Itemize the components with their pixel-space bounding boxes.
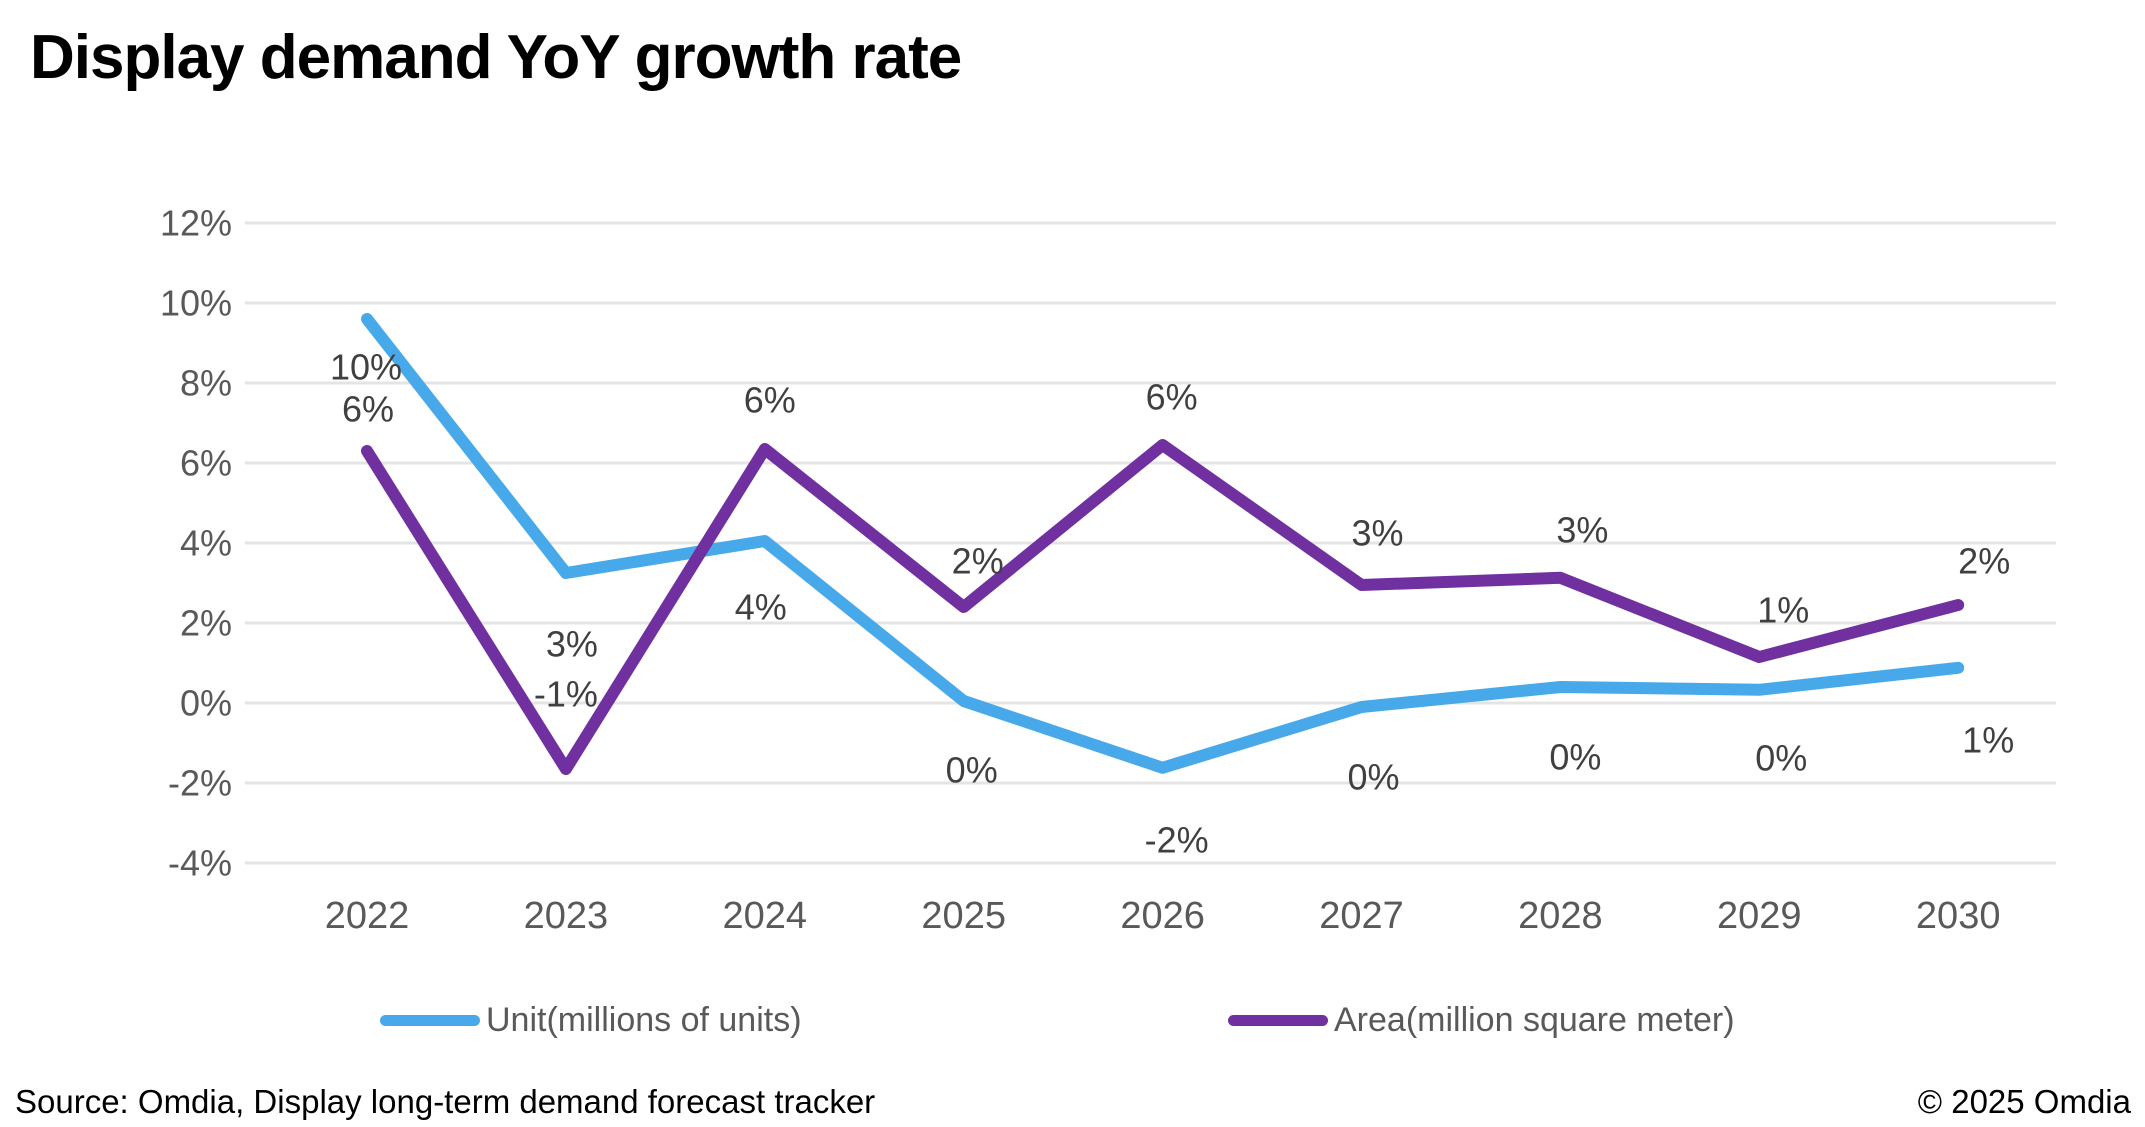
- data-label: 2%: [952, 541, 1004, 582]
- data-label: 0%: [1347, 757, 1399, 798]
- data-label: 3%: [1556, 509, 1608, 550]
- data-label: -1%: [534, 674, 598, 715]
- data-label: 0%: [1549, 737, 1601, 778]
- x-tick-label: 2023: [524, 895, 609, 937]
- y-tick-label: 4%: [180, 523, 232, 564]
- data-label: 4%: [735, 587, 787, 628]
- legend-item-area: Area(million square meter): [1228, 998, 1735, 1042]
- series-line-1: [361, 439, 1965, 775]
- x-tick-label: 2029: [1717, 895, 1802, 937]
- y-tick-label: -2%: [168, 763, 232, 804]
- y-tick-label: 8%: [180, 363, 232, 404]
- x-tick-label: 2028: [1518, 895, 1603, 937]
- data-label: 0%: [946, 750, 998, 791]
- x-tick-label: 2025: [921, 895, 1006, 937]
- data-label: 1%: [1962, 719, 2014, 760]
- data-label: 1%: [1757, 590, 1809, 631]
- data-label: 6%: [744, 380, 796, 421]
- legend-label-area: Area(million square meter): [1334, 1000, 1735, 1039]
- data-label: 10%: [330, 347, 402, 388]
- legend-swatch-area-icon: [1228, 1014, 1328, 1026]
- data-label: 6%: [342, 389, 394, 430]
- x-tick-label: 2027: [1319, 895, 1404, 937]
- y-tick-label: 2%: [180, 603, 232, 644]
- footer: Source: Omdia, Display long-term demand …: [15, 1083, 2131, 1121]
- x-tick-label: 2022: [325, 895, 410, 937]
- series-line-0: [361, 313, 1965, 774]
- y-tick-label: 12%: [160, 203, 232, 244]
- data-label: 3%: [546, 624, 598, 665]
- data-label: 2%: [1958, 541, 2010, 582]
- y-tick-label: 0%: [180, 683, 232, 724]
- legend-item-unit: Unit(millions of units): [380, 998, 802, 1042]
- source-note: Source: Omdia, Display long-term demand …: [15, 1083, 876, 1120]
- legend-label-unit: Unit(millions of units): [486, 1000, 802, 1039]
- y-tick-label: 10%: [160, 283, 232, 324]
- x-tick-label: 2024: [723, 895, 808, 937]
- data-label: 6%: [1146, 377, 1198, 418]
- y-tick-label: -4%: [168, 843, 232, 884]
- y-tick-label: 6%: [180, 443, 232, 484]
- data-label: 3%: [1351, 513, 1403, 554]
- data-label: -2%: [1145, 819, 1209, 860]
- data-label: 0%: [1755, 737, 1807, 778]
- copyright-note: © 2025 Omdia: [1917, 1083, 2131, 1120]
- legend-swatch-unit-icon: [380, 1014, 480, 1026]
- chart-title: Display demand YoY growth rate: [30, 23, 962, 92]
- x-tick-label: 2026: [1120, 895, 1205, 937]
- x-tick-label: 2030: [1916, 895, 2001, 937]
